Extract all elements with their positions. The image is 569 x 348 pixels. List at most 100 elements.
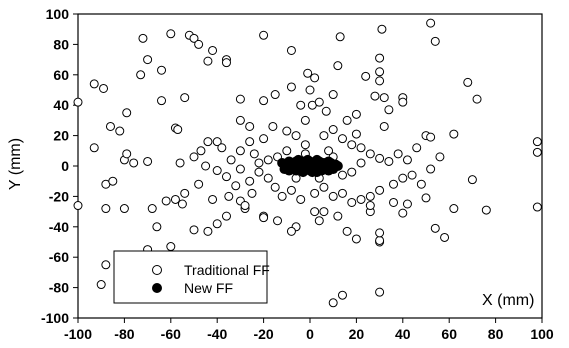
traditional-ff-point: [393, 149, 403, 159]
traditional-ff-point: [286, 45, 296, 55]
traditional-ff-point: [138, 33, 148, 43]
traditional-ff-point: [177, 199, 187, 209]
traditional-ff-point: [96, 280, 106, 290]
traditional-ff-point: [249, 149, 259, 159]
traditional-ff-point: [481, 205, 491, 215]
x-tick-label: 100: [530, 326, 554, 342]
legend-label-traditional-ff: Traditional FF: [184, 262, 270, 278]
traditional-ff-point: [310, 73, 320, 83]
traditional-ff-point: [347, 167, 357, 177]
traditional-ff-point: [426, 18, 436, 28]
traditional-ff-point: [263, 173, 273, 183]
traditional-ff-point: [286, 226, 296, 236]
traditional-ff-point: [157, 96, 167, 106]
traditional-ff-point: [314, 216, 324, 226]
new-ff-point: [323, 165, 334, 176]
traditional-ff-point: [235, 164, 245, 174]
traditional-ff-point: [263, 155, 273, 165]
traditional-ff-point: [328, 125, 338, 135]
traditional-ff-point: [430, 36, 440, 46]
traditional-ff-point: [467, 175, 477, 185]
traditional-ff-point: [426, 132, 436, 142]
traditional-ff-point: [337, 134, 347, 144]
traditional-ff-point: [221, 172, 231, 182]
legend: Traditional FF New FF: [113, 250, 270, 304]
traditional-ff-point: [370, 91, 380, 101]
y-axis-label: Y (mm): [7, 138, 24, 190]
traditional-ff-point: [351, 129, 361, 139]
traditional-ff-point: [245, 176, 255, 186]
x-tick-label: 80: [488, 326, 504, 342]
traditional-ff-point: [235, 115, 245, 125]
traditional-ff-point: [105, 121, 115, 131]
traditional-ff-point: [166, 242, 176, 252]
traditional-ff-point: [333, 61, 343, 71]
traditional-ff-point: [212, 137, 222, 147]
series-new-ff: [277, 154, 343, 178]
traditional-ff-point: [375, 53, 385, 63]
traditional-ff-point: [375, 185, 385, 195]
traditional-ff-point: [277, 191, 287, 201]
traditional-ff-point: [203, 137, 213, 147]
traditional-ff-point: [212, 166, 222, 176]
x-tick-label: 0: [306, 326, 314, 342]
y-tick-label: 80: [53, 36, 69, 52]
x-axis-label: X (mm): [482, 292, 534, 309]
x-tick-label: -20: [253, 326, 273, 342]
x-tick-label: 60: [441, 326, 457, 342]
traditional-ff-point: [273, 216, 283, 226]
traditional-ff-point: [356, 143, 366, 153]
traditional-ff-point: [300, 140, 310, 150]
traditional-ff-point: [296, 194, 306, 204]
traditional-ff-point: [303, 68, 313, 78]
traditional-ff-point: [426, 164, 436, 174]
traditional-ff-point: [375, 235, 385, 245]
traditional-ff-point: [101, 204, 111, 214]
traditional-ff-point: [194, 179, 204, 189]
traditional-ff-point: [300, 115, 310, 125]
traditional-ff-point: [201, 161, 211, 171]
traditional-ff-point: [335, 32, 345, 42]
traditional-ff-point: [270, 182, 280, 192]
traditional-ff-point: [310, 207, 320, 217]
traditional-ff-point: [416, 179, 426, 189]
traditional-ff-point: [89, 143, 99, 153]
x-tick-label: -80: [114, 326, 134, 342]
traditional-ff-point: [398, 97, 408, 107]
traditional-ff-point: [296, 100, 306, 110]
new-ff-point: [302, 154, 313, 165]
y-tick-label: 0: [61, 158, 69, 174]
traditional-ff-point: [375, 76, 385, 86]
traditional-ff-point: [157, 65, 167, 75]
traditional-ff-point: [170, 194, 180, 204]
traditional-ff-point: [175, 158, 185, 168]
traditional-ff-point: [245, 137, 255, 147]
traditional-ff-point: [532, 202, 542, 212]
y-tick-label: 40: [53, 97, 69, 113]
traditional-ff-point: [217, 143, 227, 153]
traditional-ff-point: [224, 191, 234, 201]
legend-box: [113, 250, 268, 304]
traditional-ff-point: [221, 211, 231, 221]
traditional-ff-point: [463, 77, 473, 87]
traditional-ff-point: [328, 191, 338, 201]
traditional-ff-point: [337, 290, 347, 300]
y-axis-ticks: -100 -80 -60 -40 -20 0 20 40 60 80 100: [41, 6, 78, 326]
x-tick-label: 40: [395, 326, 411, 342]
traditional-ff-point: [449, 129, 459, 139]
traditional-ff-point: [108, 176, 118, 186]
traditional-ff-point: [379, 93, 389, 103]
y-tick-label: 100: [46, 6, 70, 22]
traditional-ff-point: [375, 153, 385, 163]
traditional-ff-point: [356, 158, 366, 168]
traditional-ff-point: [532, 147, 542, 157]
traditional-ff-point: [532, 137, 542, 147]
traditional-ff-point: [161, 196, 171, 206]
x-tick-label: -60: [161, 326, 181, 342]
x-tick-label: -100: [64, 326, 92, 342]
traditional-ff-point: [324, 146, 334, 156]
traditional-ff-point: [365, 201, 375, 211]
traditional-ff-point: [440, 232, 450, 242]
traditional-ff-point: [361, 71, 371, 81]
